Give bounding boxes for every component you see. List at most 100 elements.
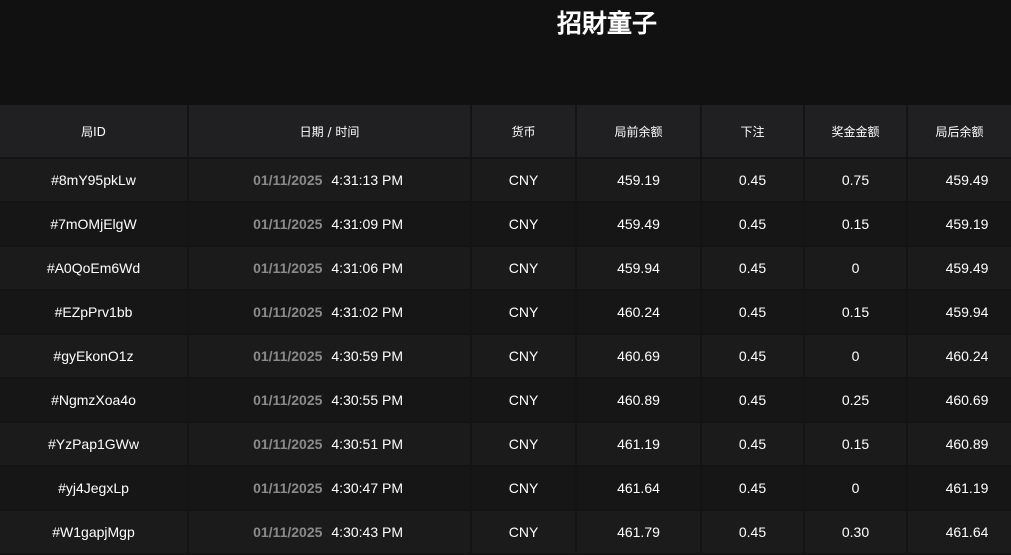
currency: CNY — [471, 290, 577, 335]
bet: 0.45 — [701, 422, 805, 467]
win-amount: 0.15 — [804, 202, 908, 247]
balance-before: 461.19 — [576, 422, 702, 467]
currency: CNY — [471, 202, 577, 247]
time: 4:31:02 PM — [331, 304, 403, 320]
round-id[interactable]: #NgmzXoa4o — [0, 378, 189, 423]
balance-after: 460.69 — [907, 378, 1011, 423]
time: 4:30:47 PM — [331, 480, 403, 496]
balance-before: 459.19 — [576, 158, 702, 203]
currency: CNY — [471, 246, 577, 291]
win-amount: 0.15 — [804, 290, 908, 335]
date: 01/11/2025 — [253, 348, 323, 364]
column-header-win-amount: 奖金金额 — [804, 105, 908, 159]
date-time: 01/11/2025 4:30:55 PM — [188, 378, 472, 423]
date: 01/11/2025 — [253, 436, 323, 452]
time: 4:31:09 PM — [331, 216, 403, 232]
round-id[interactable]: #8mY95pkLw — [0, 158, 189, 203]
column-header-balance-after: 局后余额 — [907, 105, 1011, 159]
date-time: 01/11/2025 4:31:06 PM — [188, 246, 472, 291]
bet: 0.45 — [701, 202, 805, 247]
win-amount: 0.25 — [804, 378, 908, 423]
balance-after: 461.19 — [907, 466, 1011, 511]
date: 01/11/2025 — [253, 480, 323, 496]
time: 4:31:06 PM — [331, 260, 403, 276]
table-row[interactable]: #NgmzXoa4o 01/11/2025 4:30:55 PM CNY 460.… — [0, 378, 1011, 423]
date-time: 01/11/2025 4:31:13 PM — [188, 158, 472, 203]
date: 01/11/2025 — [253, 524, 323, 540]
currency: CNY — [471, 466, 577, 511]
round-id[interactable]: #A0QoEm6Wd — [0, 246, 189, 291]
round-id[interactable]: #YzPap1GWw — [0, 422, 189, 467]
win-amount: 0.30 — [804, 510, 908, 555]
column-header-round-id: 局ID — [0, 105, 189, 159]
date-time: 01/11/2025 4:30:59 PM — [188, 334, 472, 379]
bet: 0.45 — [701, 246, 805, 291]
date-time: 01/11/2025 4:31:09 PM — [188, 202, 472, 247]
balance-before: 459.49 — [576, 202, 702, 247]
table-row[interactable]: #W1gapjMgp 01/11/2025 4:30:43 PM CNY 461.… — [0, 510, 1011, 555]
table-header: 局ID 日期 / 时间 货币 局前余额 下注 奖金金额 局后余额 — [0, 105, 1011, 159]
round-id[interactable]: #7mOMjElgW — [0, 202, 189, 247]
balance-before: 461.64 — [576, 466, 702, 511]
balance-before: 460.89 — [576, 378, 702, 423]
balance-after: 459.94 — [907, 290, 1011, 335]
currency: CNY — [471, 422, 577, 467]
column-header-balance-before: 局前余额 — [576, 105, 702, 159]
win-amount: 0.15 — [804, 422, 908, 467]
balance-after: 459.49 — [907, 158, 1011, 203]
balance-before: 459.94 — [576, 246, 702, 291]
time: 4:30:51 PM — [331, 436, 403, 452]
bet: 0.45 — [701, 290, 805, 335]
balance-before: 461.79 — [576, 510, 702, 555]
currency: CNY — [471, 158, 577, 203]
date-time: 01/11/2025 4:30:43 PM — [188, 510, 472, 555]
round-id[interactable]: #yj4JegxLp — [0, 466, 189, 511]
currency: CNY — [471, 334, 577, 379]
balance-before: 460.69 — [576, 334, 702, 379]
table-row[interactable]: #7mOMjElgW 01/11/2025 4:31:09 PM CNY 459.… — [0, 202, 1011, 247]
page-header: 招財童子 — [0, 0, 1011, 105]
balance-after: 459.49 — [907, 246, 1011, 291]
table-row[interactable]: #gyEkonO1z 01/11/2025 4:30:59 PM CNY 460.… — [0, 334, 1011, 379]
round-id[interactable]: #gyEkonO1z — [0, 334, 189, 379]
table-row[interactable]: #8mY95pkLw 01/11/2025 4:31:13 PM CNY 459.… — [0, 158, 1011, 203]
round-id[interactable]: #W1gapjMgp — [0, 510, 189, 555]
balance-before: 460.24 — [576, 290, 702, 335]
bet: 0.45 — [701, 378, 805, 423]
time: 4:30:43 PM — [331, 524, 403, 540]
time: 4:31:13 PM — [331, 172, 403, 188]
table-row[interactable]: #yj4JegxLp 01/11/2025 4:30:47 PM CNY 461.… — [0, 466, 1011, 511]
date-time: 01/11/2025 4:31:02 PM — [188, 290, 472, 335]
column-header-currency: 货币 — [471, 105, 577, 159]
date-time: 01/11/2025 4:30:47 PM — [188, 466, 472, 511]
balance-after: 461.64 — [907, 510, 1011, 555]
column-header-date-time: 日期 / 时间 — [188, 105, 472, 159]
round-id[interactable]: #EZpPrv1bb — [0, 290, 189, 335]
currency: CNY — [471, 510, 577, 555]
table-row[interactable]: #EZpPrv1bb 01/11/2025 4:31:02 PM CNY 460.… — [0, 290, 1011, 335]
table-row[interactable]: #A0QoEm6Wd 01/11/2025 4:31:06 PM CNY 459.… — [0, 246, 1011, 291]
date: 01/11/2025 — [253, 260, 323, 276]
bet: 0.45 — [701, 510, 805, 555]
win-amount: 0 — [804, 246, 908, 291]
bet: 0.45 — [701, 466, 805, 511]
date: 01/11/2025 — [253, 172, 323, 188]
win-amount: 0 — [804, 466, 908, 511]
column-header-bet: 下注 — [701, 105, 805, 159]
balance-after: 459.19 — [907, 202, 1011, 247]
time: 4:30:59 PM — [331, 348, 403, 364]
bet: 0.45 — [701, 334, 805, 379]
date-time: 01/11/2025 4:30:51 PM — [188, 422, 472, 467]
date: 01/11/2025 — [253, 216, 323, 232]
date: 01/11/2025 — [253, 392, 323, 408]
balance-after: 460.24 — [907, 334, 1011, 379]
page-title: 招財童子 — [557, 9, 658, 38]
balance-after: 460.89 — [907, 422, 1011, 467]
win-amount: 0.75 — [804, 158, 908, 203]
time: 4:30:55 PM — [331, 392, 403, 408]
date: 01/11/2025 — [253, 304, 323, 320]
table-row[interactable]: #YzPap1GWw 01/11/2025 4:30:51 PM CNY 461.… — [0, 422, 1011, 467]
currency: CNY — [471, 378, 577, 423]
win-amount: 0 — [804, 334, 908, 379]
bet: 0.45 — [701, 158, 805, 203]
